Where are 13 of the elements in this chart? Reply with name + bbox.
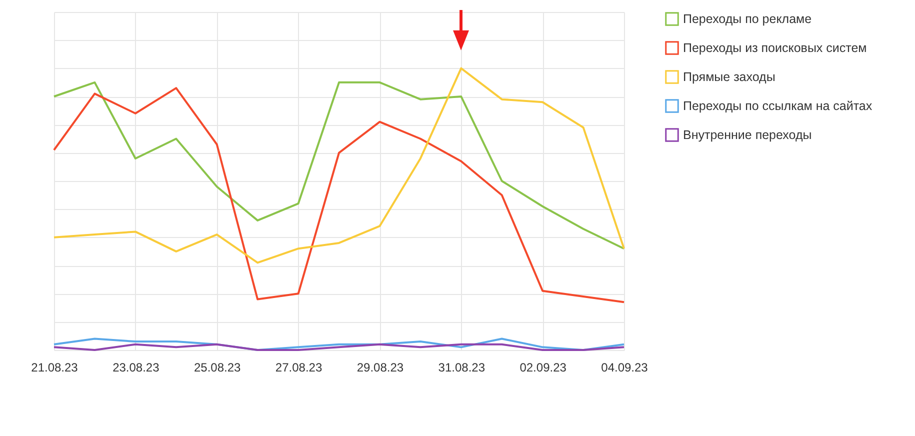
legend-label: Внутренние переходы	[683, 128, 812, 142]
x-tick-label: 27.08.23	[275, 360, 322, 374]
legend-label: Переходы по ссылкам на сайтах	[683, 99, 873, 113]
x-tick-label: 29.08.23	[356, 360, 404, 374]
x-tick-label: 21.08.23	[31, 360, 78, 374]
legend-label: Переходы из поисковых систем	[683, 41, 867, 55]
x-tick-label: 23.08.23	[112, 360, 160, 374]
x-tick-label: 25.08.23	[194, 360, 242, 374]
x-tick-label: 31.08.23	[438, 360, 486, 374]
legend-label: Прямые заходы	[683, 70, 776, 84]
x-tick-label: 02.09.23	[520, 360, 567, 374]
legend-label: Переходы по рекламе	[683, 12, 812, 26]
x-tick-label: 04.09.23	[601, 360, 648, 374]
